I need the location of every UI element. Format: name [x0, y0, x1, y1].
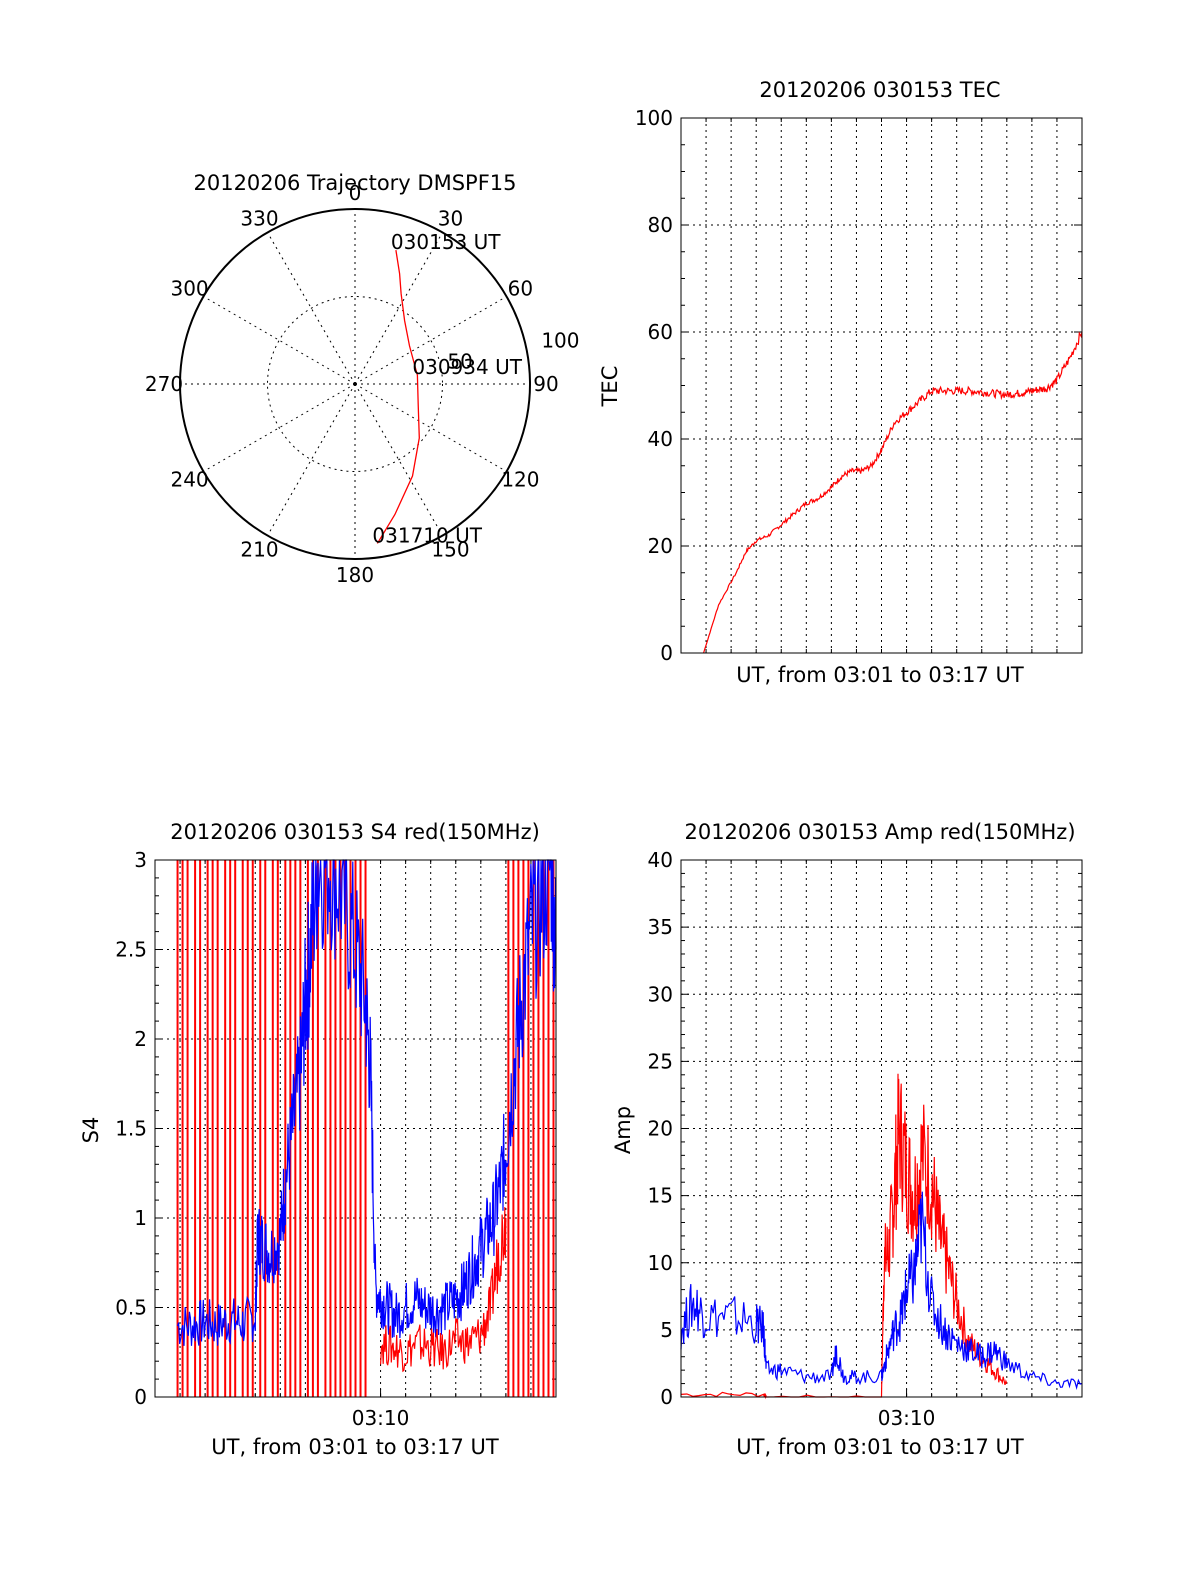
polar-trajectory: [376, 249, 420, 544]
plot-frame: [680, 117, 1083, 654]
polar-angle-label: 30: [438, 207, 463, 231]
polar-grid-spoke: [267, 232, 356, 385]
amp-title: 20120206 030153 Amp red(150MHz): [684, 820, 1075, 844]
polar-angle-label: 0: [349, 181, 362, 205]
polar-angle-label: 210: [240, 537, 278, 561]
y-tick-label: 0: [660, 1385, 673, 1409]
series-line: [703, 331, 1083, 654]
amp-panel: 20120206 030153 Amp red(150MHz) 0 5 10 15 20…: [611, 820, 1083, 1459]
polar-trajectory-line: [376, 249, 420, 544]
polar-angle-label: 240: [170, 468, 208, 492]
y-tick-label: 15: [648, 1184, 673, 1208]
polar-grid-spoke: [354, 383, 443, 536]
s4-title: 20120206 030153 S4 red(150MHz): [170, 820, 540, 844]
y-tick-label: 5: [660, 1318, 673, 1342]
polar-radius-label: 50: [447, 350, 472, 374]
y-tick-label: 0.5: [115, 1296, 147, 1320]
polar-angle-label: 270: [145, 372, 183, 396]
x-tick-label: 03:10: [352, 1406, 410, 1430]
polar-panel: 20120206 Trajectory DMSPF15 0 30 60 90 120 15…: [145, 171, 580, 587]
y-tick-label: 30: [648, 982, 673, 1006]
polar-angle-label: 300: [170, 277, 208, 301]
s4-x-axis-label: UT, from 03:01 to 03:17 UT: [211, 1435, 499, 1459]
polar-radius-label: 100: [541, 328, 579, 352]
polar-grid-spoke: [354, 232, 443, 385]
polar-grid-spoke: [354, 383, 507, 472]
polar-annotation-label: 030153 UT: [391, 230, 501, 254]
y-tick-label: 100: [635, 106, 673, 130]
y-tick-label: 2.5: [115, 938, 147, 962]
polar-annotations: 030153 UT 030934 UT 031710 UT: [372, 230, 522, 547]
polar-grid-spoke: [203, 383, 356, 472]
polar-annotation-label: 030934 UT: [412, 355, 522, 379]
y-tick-label: 80: [648, 213, 673, 237]
polar-grid-circle: [267, 296, 443, 472]
polar-grid-spoke: [354, 296, 507, 385]
tec-x-axis-label: UT, from 03:01 to 03:17 UT: [736, 663, 1024, 687]
plot-frame: [680, 859, 1083, 1398]
series-line: [380, 1207, 507, 1373]
y-tick-label: 0: [134, 1385, 147, 1409]
y-tick-label: 20: [648, 1117, 673, 1141]
polar-grid-spoke: [267, 383, 356, 536]
amp-y-axis-label: Amp: [611, 1106, 635, 1154]
tec-plot-area: 0 20 40 60 80 100: [635, 106, 1083, 665]
tec-y-axis-label: TEC: [598, 366, 622, 408]
polar-angle-label: 180: [336, 563, 374, 587]
polar-annotation-label: 031710 UT: [372, 523, 482, 547]
y-tick-label: 0: [660, 641, 673, 665]
series-line: [177, 859, 557, 1346]
y-tick-label: 2: [134, 1027, 147, 1051]
polar-angle-label: 60: [508, 277, 533, 301]
s4-plot-area: 0 0.5 1 1.5 2 2.5 3 03:10: [115, 848, 557, 1430]
y-tick-label: 1: [134, 1206, 147, 1230]
y-tick-label: 40: [648, 848, 673, 872]
polar-angle-label: 150: [431, 537, 469, 561]
series-line: [680, 1191, 1083, 1391]
polar-angle-labels: 0 30 60 90 120 150 180 210 240 270 300 330: [145, 181, 559, 587]
amp-x-axis-label: UT, from 03:01 to 03:17 UT: [736, 1435, 1024, 1459]
y-tick-label: 10: [648, 1251, 673, 1275]
tec-title: 20120206 030153 TEC: [759, 78, 1000, 102]
x-tick-label: 03:10: [878, 1406, 936, 1430]
y-tick-label: 20: [648, 534, 673, 558]
polar-radius-labels: 50 100: [447, 328, 579, 373]
tec-panel: 20120206 030153 TEC 0 20 40 60 80 100 UT, fro…: [598, 78, 1083, 687]
amp-plot-area: 0 5 10 15 20 25 30 35 40 03:10: [648, 848, 1083, 1430]
polar-grid-spoke: [203, 296, 356, 385]
y-tick-label: 1.5: [115, 1117, 147, 1141]
s4-y-axis-label: S4: [79, 1117, 103, 1144]
polar-angle-label: 90: [533, 372, 558, 396]
y-tick-label: 35: [648, 915, 673, 939]
polar-title: 20120206 Trajectory DMSPF15: [193, 171, 516, 195]
y-tick-label: 25: [648, 1049, 673, 1073]
s4-panel: 20120206 030153 S4 red(150MHz) 0 0.5 1 1.5 2…: [79, 820, 557, 1459]
y-tick-label: 40: [648, 427, 673, 451]
y-tick-label: 60: [648, 320, 673, 344]
y-tick-label: 3: [134, 848, 147, 872]
plot-frame: [154, 859, 557, 1398]
polar-angle-label: 330: [240, 207, 278, 231]
polar-grid: [179, 208, 531, 560]
polar-angle-label: 120: [501, 468, 539, 492]
